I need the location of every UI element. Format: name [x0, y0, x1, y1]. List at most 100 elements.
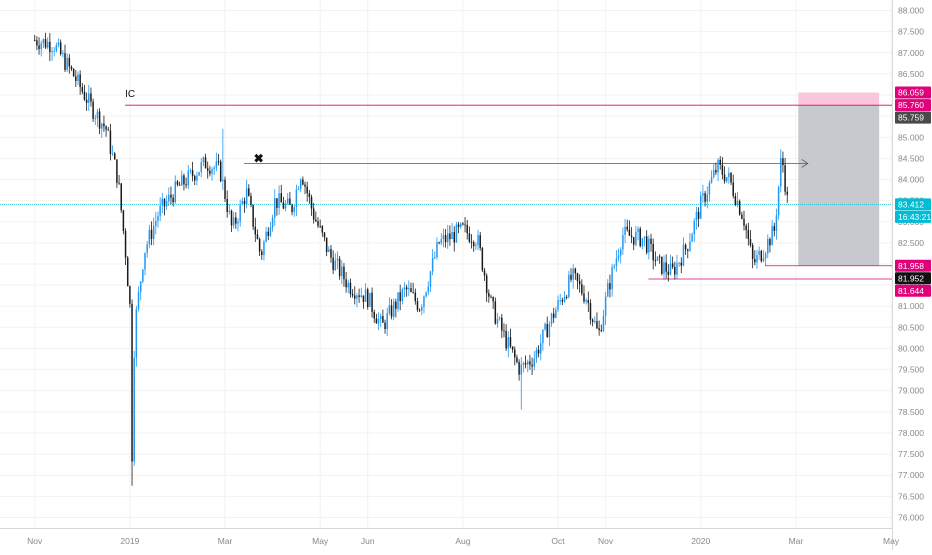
- x-tick-label: Oct: [551, 536, 565, 546]
- candle-body: [81, 87, 84, 92]
- candle-body: [248, 188, 250, 196]
- candle-body: [126, 257, 129, 287]
- candle-body: [509, 337, 512, 347]
- candle-body: [522, 362, 525, 365]
- candle-body: [440, 239, 443, 244]
- candle-body: [628, 229, 631, 236]
- y-tick-label: 84.500: [898, 153, 924, 163]
- candle-body: [42, 39, 45, 44]
- candle-body: [503, 330, 505, 332]
- candle-body: [645, 236, 648, 253]
- candle-body: [570, 274, 572, 280]
- candle-body: [328, 249, 330, 252]
- candle-body: [678, 262, 680, 264]
- candle-body: [215, 161, 218, 168]
- candle-body: [762, 258, 765, 262]
- candle-body: [565, 296, 568, 298]
- candle-body: [505, 330, 507, 349]
- candle-body: [269, 227, 272, 236]
- candle-body: [475, 245, 477, 247]
- y-tick-label: 77.000: [898, 470, 924, 480]
- candle-body: [315, 219, 317, 222]
- candle-body: [282, 202, 285, 209]
- candle-body: [358, 295, 360, 297]
- candle-body: [274, 198, 276, 218]
- candle-body: [245, 188, 248, 205]
- price-label-box: [895, 99, 931, 112]
- candle-body: [622, 234, 624, 250]
- x-tick-label: Nov: [27, 536, 43, 546]
- y-tick-label: 79.500: [898, 365, 924, 375]
- candle-body: [468, 233, 471, 242]
- candle-body: [222, 179, 224, 182]
- y-tick-label: 78.000: [898, 428, 924, 438]
- candle-body: [518, 362, 520, 375]
- candle-body: [172, 197, 174, 203]
- y-tick-label: 84.000: [898, 175, 924, 185]
- candle-body: [539, 343, 542, 354]
- candle-body: [187, 170, 190, 186]
- candle-body: [583, 293, 585, 302]
- candle-body: [399, 292, 401, 302]
- candle-body: [611, 267, 613, 290]
- candle-body: [299, 179, 302, 190]
- candle-body: [524, 362, 527, 365]
- candle-body: [90, 93, 92, 102]
- candle-body: [490, 296, 492, 298]
- candle-body: [64, 53, 66, 70]
- candle-body: [113, 153, 116, 160]
- price-label-box: [895, 111, 931, 124]
- candle-body: [745, 225, 747, 230]
- candle-body: [293, 207, 295, 213]
- candle-body: [736, 200, 739, 205]
- candle-body: [334, 260, 337, 271]
- candle-body: [142, 269, 144, 282]
- candle-body: [382, 316, 384, 323]
- candle-body: [235, 217, 237, 224]
- candle-body: [550, 313, 553, 324]
- candle-body: [213, 167, 215, 170]
- candle-body: [88, 93, 90, 103]
- candle-body: [390, 305, 393, 317]
- candle-body: [271, 217, 274, 228]
- candle-body: [36, 40, 38, 46]
- y-tick-label: 85.000: [898, 132, 924, 142]
- candle-body: [304, 184, 306, 187]
- candle-body: [98, 111, 101, 129]
- candle-body: [702, 193, 704, 196]
- candle-body: [189, 170, 192, 171]
- candle-body: [139, 281, 142, 293]
- candle-body: [219, 161, 222, 182]
- candle-body: [706, 194, 708, 202]
- candle-body: [200, 162, 202, 172]
- candle-body: [442, 235, 445, 240]
- candle-body: [72, 68, 75, 77]
- candle-body: [557, 300, 559, 310]
- candle-body: [574, 268, 577, 274]
- y-tick-label: 88.000: [898, 6, 924, 16]
- candle-body: [431, 258, 434, 272]
- y-tick-label: 78.500: [898, 407, 924, 417]
- candle-body: [667, 271, 670, 275]
- candle-body: [684, 244, 687, 250]
- candle-body: [237, 221, 239, 224]
- candle-body: [501, 317, 503, 331]
- candle-body: [561, 300, 564, 302]
- candle-body: [578, 281, 581, 285]
- candle-body: [159, 205, 161, 217]
- candle-body: [33, 40, 36, 41]
- candle-body: [777, 186, 780, 216]
- candle-body: [204, 157, 207, 169]
- candle-body: [581, 284, 583, 294]
- position-target-zone: [798, 92, 880, 106]
- x-tick-label: May: [312, 536, 329, 546]
- candle-body: [85, 99, 88, 103]
- candle-body: [51, 51, 53, 53]
- candle-body: [161, 198, 164, 206]
- candle-body: [760, 250, 763, 262]
- candle-body: [46, 41, 49, 48]
- candle-body: [423, 296, 425, 307]
- x-tick-label: Mar: [218, 536, 233, 546]
